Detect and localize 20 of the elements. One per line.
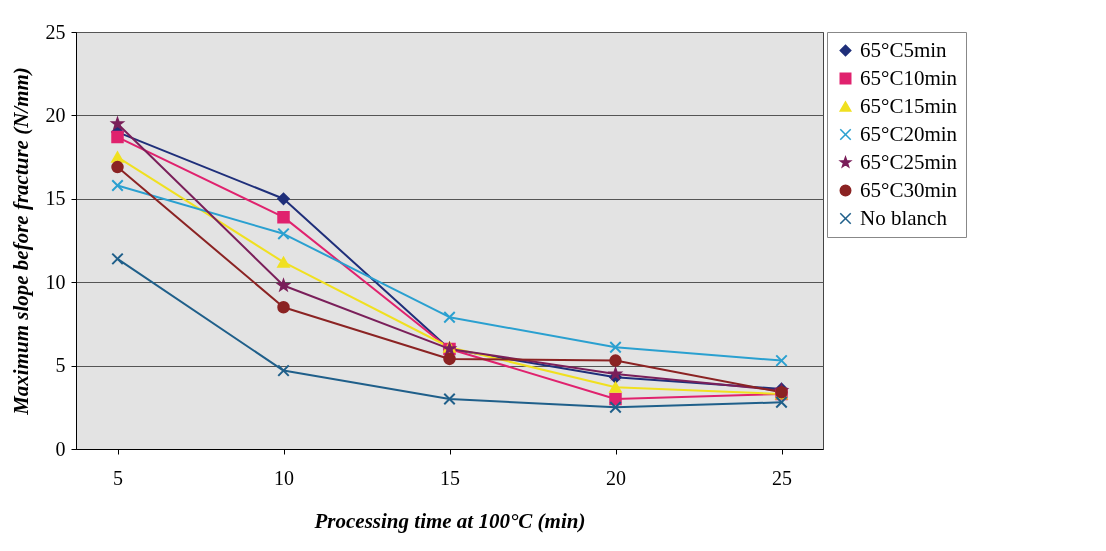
legend-label: 65°C30min [860,177,958,202]
legend-label: 65°C20min [860,121,958,146]
legend-label: 65°C25min [860,149,958,174]
y-tick-label: 5 [55,354,66,377]
y-tick-label: 25 [45,20,66,43]
legend-label: 65°C5min [860,37,948,62]
x-axis-title: Processing time at 100°C (min) [313,508,586,533]
x-tick-label: 25 [772,466,792,489]
y-tick-label: 0 [55,437,66,460]
legend-label: 65°C15min [860,93,958,118]
y-tick-label: 15 [45,187,66,210]
y-axis-title: Maximum slope before fracture (N/mm) [8,67,33,416]
y-tick-label: 20 [45,103,66,126]
legend-label: No blanch [860,205,948,230]
x-tick-label: 5 [113,466,123,489]
y-tick-label: 10 [45,270,66,293]
x-tick-label: 20 [606,466,626,489]
x-tick-label: 10 [274,466,294,489]
x-tick-label: 15 [440,466,460,489]
legend-label: 65°C10min [860,65,958,90]
